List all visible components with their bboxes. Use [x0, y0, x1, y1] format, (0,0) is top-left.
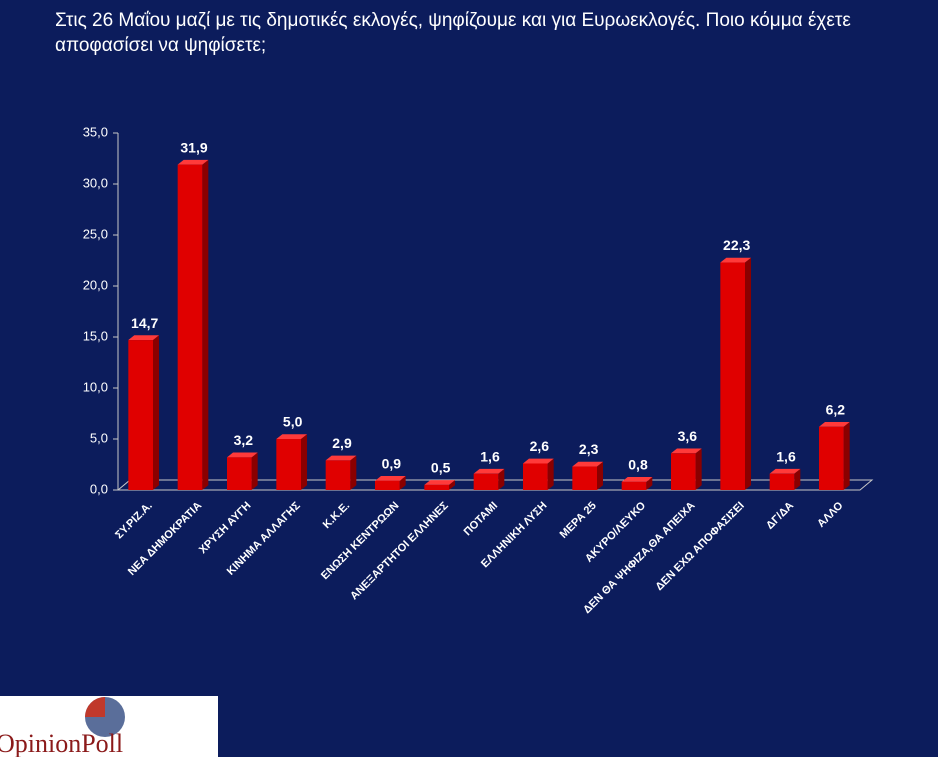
- bar: [621, 481, 647, 490]
- chart-title: Στις 26 Μαΐου μαζί με τις δημοτικές εκλο…: [55, 10, 851, 56]
- bar-top: [671, 448, 702, 454]
- bar-side: [695, 448, 702, 490]
- y-tick-label: 15,0: [83, 328, 108, 343]
- x-tick-label: ΑΛΛΟ: [815, 499, 846, 530]
- value-label: 14,7: [131, 315, 158, 331]
- bar-side: [794, 468, 801, 490]
- bar: [819, 426, 844, 490]
- x-tick-label: ΑΝΕΞΑΡΤΗΤΟΙ ΕΛΛΗΝΕΣ: [348, 499, 451, 602]
- bar-side: [547, 458, 554, 490]
- value-label: 1,6: [776, 448, 796, 464]
- value-label: 6,2: [826, 401, 846, 417]
- bar: [177, 164, 203, 490]
- bar-side: [202, 159, 209, 490]
- bar: [769, 473, 795, 490]
- bar-side: [498, 468, 505, 490]
- bar-side: [449, 480, 455, 490]
- bar-top: [819, 421, 850, 427]
- y-tick-label: 30,0: [83, 175, 108, 190]
- bar-side: [646, 477, 653, 490]
- bar: [375, 480, 400, 490]
- bar: [523, 463, 548, 490]
- y-tick-label: 0,0: [90, 481, 108, 496]
- bar-top: [177, 159, 209, 165]
- x-tick-label: ΠΟΤΑΜΙ: [462, 500, 501, 539]
- value-label: 0,9: [382, 456, 402, 472]
- logo-text: OpinionPoll: [0, 729, 123, 757]
- bar-side: [745, 257, 751, 490]
- x-tick-label: ΔΕΝ ΕΧΩ ΑΠΟΦΑΣΙΣΕΙ: [653, 500, 746, 593]
- bar-top: [769, 468, 801, 474]
- y-tick-label: 35,0: [83, 124, 108, 139]
- bar-top: [276, 434, 307, 439]
- value-label: 1,6: [480, 448, 500, 464]
- bar: [720, 262, 745, 490]
- bar-top: [424, 480, 455, 485]
- bar-top: [523, 458, 554, 464]
- bar-top: [720, 257, 751, 263]
- bar-top: [227, 452, 258, 458]
- bar: [227, 457, 252, 490]
- value-label: 2,6: [530, 438, 550, 454]
- bar-top: [473, 468, 505, 474]
- bar-top: [572, 461, 603, 467]
- value-label: 31,9: [180, 139, 207, 155]
- value-label: 0,5: [431, 460, 451, 476]
- bar-top: [325, 455, 357, 461]
- value-label: 22,3: [723, 237, 750, 253]
- bar-top: [128, 335, 159, 341]
- value-label: 3,2: [234, 432, 254, 448]
- bar: [473, 473, 499, 490]
- logo-graphic: [85, 697, 105, 717]
- bar: [671, 453, 696, 490]
- value-label: 5,0: [283, 414, 303, 430]
- bar: [128, 340, 153, 490]
- bar: [424, 484, 449, 490]
- bar-top: [375, 476, 406, 481]
- bar-side: [350, 455, 357, 490]
- bar: [276, 439, 301, 490]
- bar: [572, 466, 597, 490]
- y-tick-label: 25,0: [83, 226, 108, 241]
- x-tick-label: ΣΥ.ΡΙΖ.Α.: [113, 500, 155, 542]
- y-tick-label: 5,0: [90, 430, 108, 445]
- bar-top: [621, 477, 653, 482]
- x-tick-label: Κ.Κ.Ε.: [321, 500, 352, 531]
- value-label: 2,3: [579, 441, 599, 457]
- y-tick-label: 10,0: [83, 379, 108, 394]
- bar-side: [153, 335, 159, 490]
- bar-side: [597, 461, 603, 490]
- x-tick-label: ΔΓ/ΔΑ: [764, 500, 796, 532]
- y-tick-label: 20,0: [83, 277, 108, 292]
- floor: [116, 479, 874, 491]
- x-tick-label: ΜΕΡΑ 25: [558, 500, 599, 541]
- value-label: 3,6: [678, 428, 698, 444]
- bar-side: [301, 434, 307, 490]
- value-label: 2,9: [332, 435, 352, 451]
- bar-side: [399, 476, 406, 490]
- bar: [325, 460, 351, 490]
- value-label: 0,8: [628, 457, 648, 473]
- bar-side: [251, 452, 258, 490]
- bar-side: [843, 421, 850, 490]
